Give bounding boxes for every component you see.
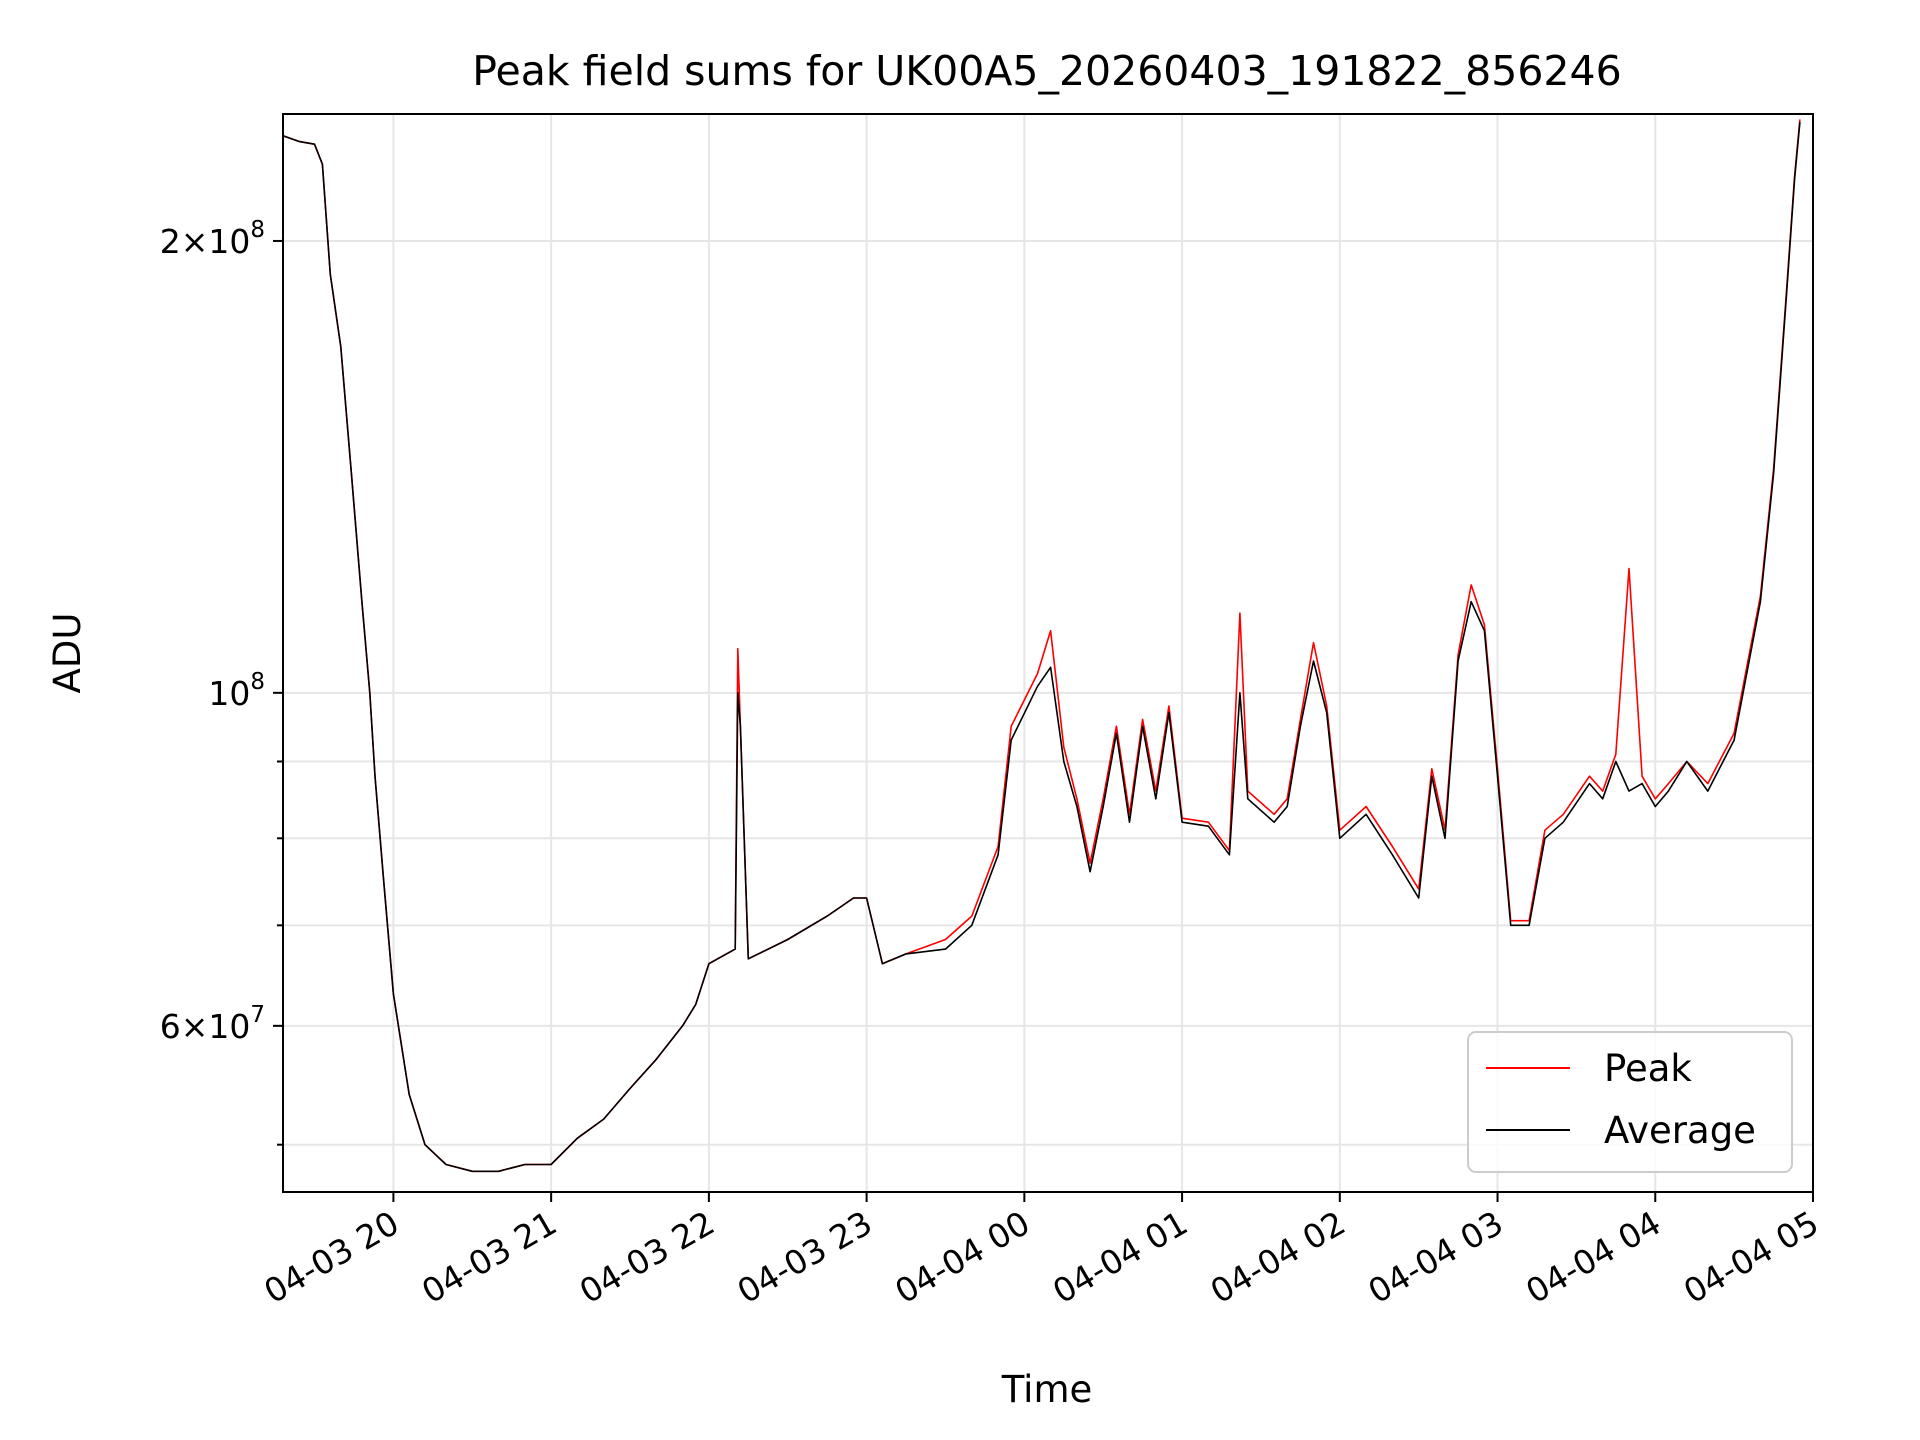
plot-frame (282, 113, 1814, 1193)
y-tick-label: 6×107 (160, 1002, 265, 1046)
legend-average-label: Average (1604, 1109, 1756, 1152)
y-tick-label: 2×108 (160, 217, 265, 261)
chart-title: Peak field sums for UK00A5_20260403_1918… (472, 47, 1621, 95)
series-layer (282, 119, 1801, 1173)
x-axis-label: Time (1001, 1368, 1093, 1411)
legend: Peak Average (1467, 1031, 1793, 1173)
legend-peak-label: Peak (1604, 1047, 1692, 1090)
y-axis-label: ADU (46, 613, 89, 694)
series-average-line (282, 122, 1801, 1173)
